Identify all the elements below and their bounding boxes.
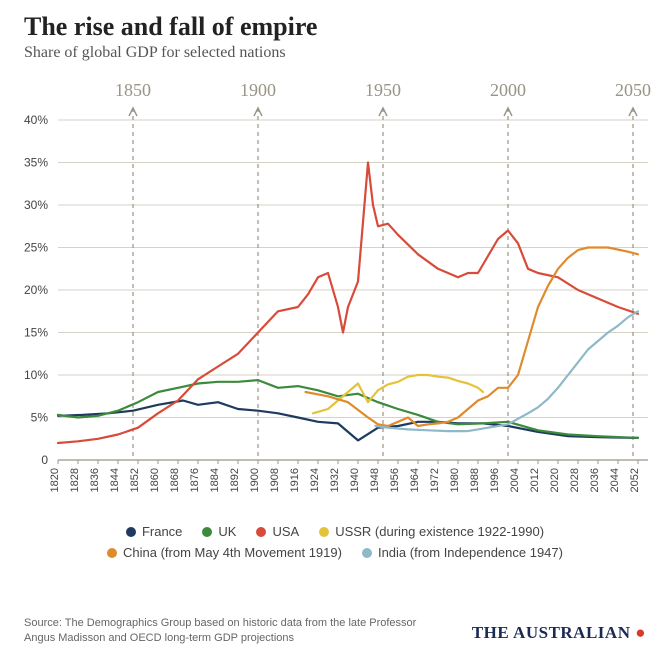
svg-text:25%: 25% (24, 241, 48, 255)
svg-text:1940: 1940 (349, 468, 361, 492)
legend-label: UK (218, 524, 236, 539)
legend-dot-icon (107, 548, 117, 558)
svg-text:2052: 2052 (629, 468, 641, 492)
svg-text:1844: 1844 (109, 468, 121, 492)
svg-text:15%: 15% (24, 326, 48, 340)
svg-text:2050: 2050 (615, 80, 651, 100)
svg-text:1850: 1850 (115, 80, 151, 100)
svg-text:2028: 2028 (569, 468, 581, 492)
legend-item: France (126, 524, 182, 539)
svg-text:20%: 20% (24, 283, 48, 297)
legend-dot-icon (256, 527, 266, 537)
legend-dot-icon (319, 527, 329, 537)
svg-text:2000: 2000 (490, 80, 526, 100)
svg-text:1884: 1884 (209, 468, 221, 492)
svg-text:1900: 1900 (249, 468, 261, 492)
legend-item: India (from Independence 1947) (362, 545, 563, 560)
brand-text: THE AUSTRALIAN (472, 623, 631, 642)
svg-text:1908: 1908 (269, 468, 281, 492)
svg-text:1852: 1852 (129, 468, 141, 492)
brand-dot-icon: ● (630, 623, 646, 642)
svg-text:40%: 40% (24, 113, 48, 127)
legend-dot-icon (362, 548, 372, 558)
legend-item: USA (256, 524, 299, 539)
svg-text:5%: 5% (31, 411, 49, 425)
svg-text:1836: 1836 (89, 468, 101, 492)
svg-text:1924: 1924 (309, 468, 321, 492)
svg-text:1964: 1964 (409, 468, 421, 492)
series-line (313, 375, 483, 413)
legend-label: India (from Independence 1947) (378, 545, 563, 560)
svg-text:1892: 1892 (229, 468, 241, 492)
svg-text:1988: 1988 (469, 468, 481, 492)
svg-text:1828: 1828 (69, 468, 81, 492)
svg-text:1948: 1948 (369, 468, 381, 492)
series-line (58, 401, 638, 441)
svg-text:1950: 1950 (365, 80, 401, 100)
series-line (58, 380, 638, 438)
svg-text:2036: 2036 (589, 468, 601, 492)
svg-text:1916: 1916 (289, 468, 301, 492)
svg-text:1980: 1980 (449, 468, 461, 492)
legend-item: UK (202, 524, 236, 539)
svg-text:1820: 1820 (49, 468, 61, 492)
chart-container: The rise and fall of empire Share of glo… (0, 0, 670, 661)
svg-text:2012: 2012 (529, 468, 541, 492)
legend-label: China (from May 4th Movement 1919) (123, 545, 342, 560)
svg-text:2044: 2044 (609, 468, 621, 492)
svg-text:0: 0 (41, 453, 48, 467)
svg-text:2020: 2020 (549, 468, 561, 492)
svg-text:1956: 1956 (389, 468, 401, 492)
legend-dot-icon (126, 527, 136, 537)
legend-item: USSR (during existence 1922-1990) (319, 524, 544, 539)
legend-item: China (from May 4th Movement 1919) (107, 545, 342, 560)
svg-text:1996: 1996 (489, 468, 501, 492)
legend-dot-icon (202, 527, 212, 537)
svg-text:1860: 1860 (149, 468, 161, 492)
series-line (306, 248, 639, 427)
svg-text:35%: 35% (24, 156, 48, 170)
svg-text:1900: 1900 (240, 80, 276, 100)
source-text: Source: The Demographics Group based on … (24, 616, 424, 645)
svg-text:1876: 1876 (189, 468, 201, 492)
legend-label: USSR (during existence 1922-1990) (335, 524, 544, 539)
svg-text:10%: 10% (24, 368, 48, 382)
svg-text:1932: 1932 (329, 468, 341, 492)
svg-text:1972: 1972 (429, 468, 441, 492)
svg-text:2004: 2004 (509, 468, 521, 492)
legend-label: France (142, 524, 182, 539)
publisher-brand: THE AUSTRALIAN ● (472, 623, 646, 643)
legend-label: USA (272, 524, 299, 539)
svg-text:30%: 30% (24, 198, 48, 212)
legend: France UK USA USSR (during existence 1922-1… (0, 524, 670, 566)
svg-text:1868: 1868 (169, 468, 181, 492)
